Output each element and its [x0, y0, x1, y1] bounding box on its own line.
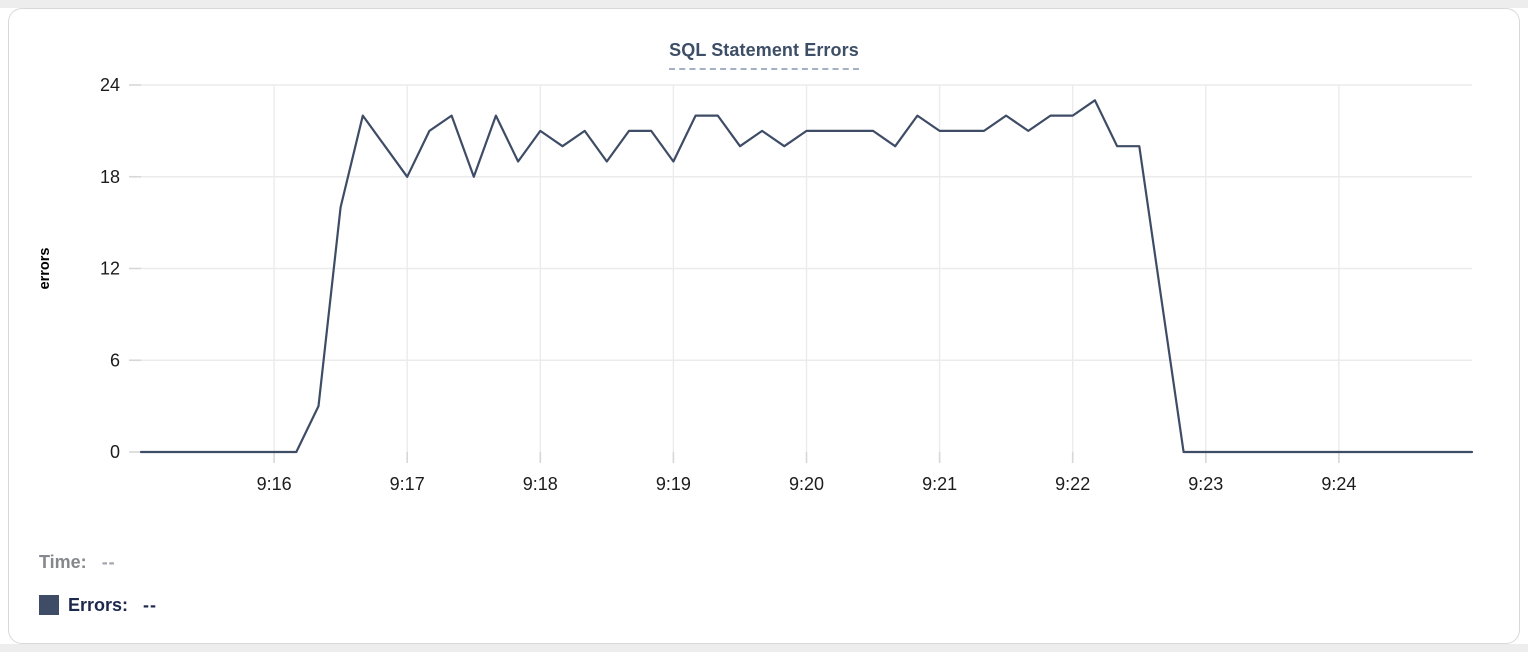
x-axis-tick-label: 9:20 [789, 474, 824, 494]
tooltip-readout: Time: -- Errors: -- [39, 550, 157, 636]
tooltip-errors-value: -- [143, 594, 158, 615]
y-axis-tick-label: 0 [110, 442, 120, 462]
y-axis-tick-label: 12 [100, 259, 120, 279]
plot-area[interactable] [141, 85, 1472, 452]
x-axis-tick-label: 9:24 [1321, 474, 1356, 494]
chart-title: SQL Statement Errors [9, 40, 1519, 70]
y-axis-tick-label: 6 [110, 350, 120, 370]
tooltip-time-row: Time: -- [39, 550, 157, 574]
page-top-band [0, 0, 1528, 8]
x-axis-tick-label: 9:22 [1055, 474, 1090, 494]
page-bottom-band [0, 644, 1528, 652]
y-axis-tick-label: 24 [100, 75, 120, 95]
y-axis-tick-label: 18 [100, 167, 120, 187]
errors-series-line [139, 99, 1474, 454]
x-axis-tick-label: 9:18 [523, 474, 558, 494]
tooltip-time-label: Time: [39, 551, 87, 572]
chart-title-link[interactable]: SQL Statement Errors [669, 40, 859, 70]
x-axis-tick-label: 9:23 [1188, 474, 1223, 494]
tooltip-errors-row: Errors: -- [39, 593, 157, 617]
y-axis-title: errors [37, 248, 53, 290]
chart-card: SQL Statement Errors 0 6 12 18 24 9:16 9:17 9:1… [8, 8, 1520, 644]
chart-svg: 0 6 12 18 24 9:16 9:17 9:18 9:19 9:20 9:21 9:22 9:23… [37, 75, 1474, 494]
errors-series-swatch [39, 595, 59, 615]
tooltip-time-value: -- [101, 551, 116, 572]
x-axis-tick-label: 9:19 [656, 474, 691, 494]
x-axis-tick-label: 9:21 [922, 474, 957, 494]
tooltip-errors-label: Errors: [68, 594, 129, 615]
x-axis-tick-label: 9:17 [390, 474, 425, 494]
x-axis-tick-label: 9:16 [257, 474, 292, 494]
